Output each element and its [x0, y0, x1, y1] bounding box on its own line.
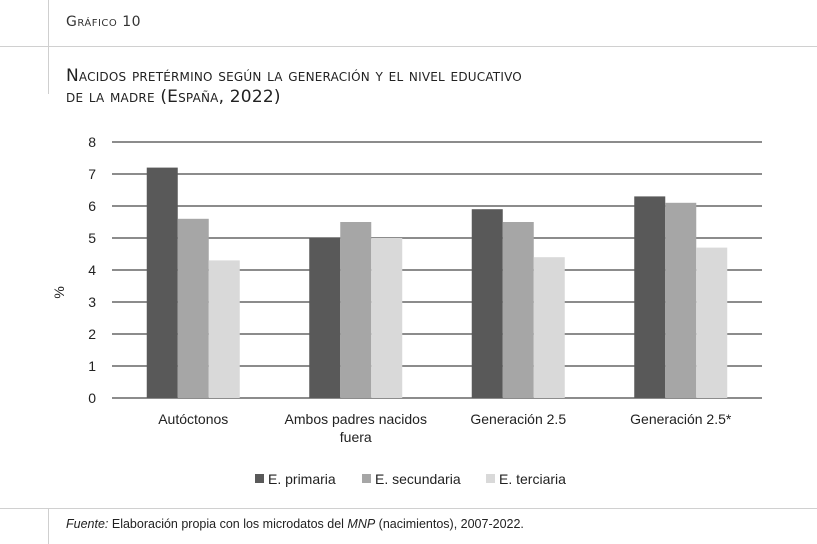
x-tick-label: Generación 2.5 — [470, 411, 566, 427]
x-tick-label: fuera — [340, 429, 372, 445]
section-label: Gráfico 10 — [66, 14, 142, 30]
chart-title: Nacidos pretérmino según la generación y… — [66, 66, 706, 108]
title-divider-left — [48, 46, 49, 94]
bar — [146, 167, 178, 398]
legend-swatch — [362, 474, 371, 483]
bar — [533, 257, 565, 398]
bar — [340, 222, 372, 398]
y-tick-label: 5 — [88, 230, 96, 246]
x-tick-label: Generación 2.5* — [630, 411, 732, 427]
header-divider-left — [48, 0, 49, 46]
y-tick-label: 7 — [88, 166, 96, 182]
source-text-1: Elaboración propia con los microdatos de… — [108, 517, 348, 531]
source-text-2: (nacimientos), 2007-2022. — [375, 517, 524, 531]
bar — [502, 222, 534, 398]
y-tick-label: 6 — [88, 198, 96, 214]
bar — [696, 247, 728, 398]
legend-swatch — [486, 474, 495, 483]
y-tick-label: 2 — [88, 326, 96, 342]
source-note: Fuente: Elaboración propia con los micro… — [66, 517, 524, 531]
legend-label: E. terciaria — [499, 471, 566, 487]
bar — [309, 238, 341, 398]
chart-title-line-1: Nacidos pretérmino según la generación y… — [66, 66, 522, 86]
bar-chart: 0 1 2 3 4 5 6 7 8% Autóctonos Ambos padres nacidos… — [51, 134, 762, 487]
header-rule — [0, 46, 817, 47]
y-tick-label: 0 — [88, 390, 96, 406]
chart-title-line-2: de la madre (España, 2022) — [66, 87, 281, 107]
bar — [665, 202, 697, 398]
bar — [371, 238, 403, 398]
x-tick-label: Ambos padres nacidos — [285, 411, 427, 427]
source-prefix: Fuente: — [66, 517, 109, 531]
y-tick-label: 3 — [88, 294, 96, 310]
bar — [177, 218, 209, 398]
y-tick-label: 4 — [88, 262, 96, 278]
x-tick-label: Autóctonos — [158, 411, 228, 427]
legend-label: E. secundaria — [375, 471, 461, 487]
bar — [471, 209, 503, 398]
legend-label: E. primaria — [268, 471, 336, 487]
y-axis-label: % — [51, 286, 67, 298]
source-italic: MNP — [347, 517, 376, 531]
y-tick-label: 1 — [88, 358, 96, 374]
footer-rule — [0, 508, 817, 509]
y-tick-label: 8 — [88, 134, 96, 150]
legend-swatch — [255, 474, 264, 483]
footer-divider-left — [48, 508, 49, 544]
bar — [634, 196, 666, 398]
bar — [208, 260, 240, 398]
